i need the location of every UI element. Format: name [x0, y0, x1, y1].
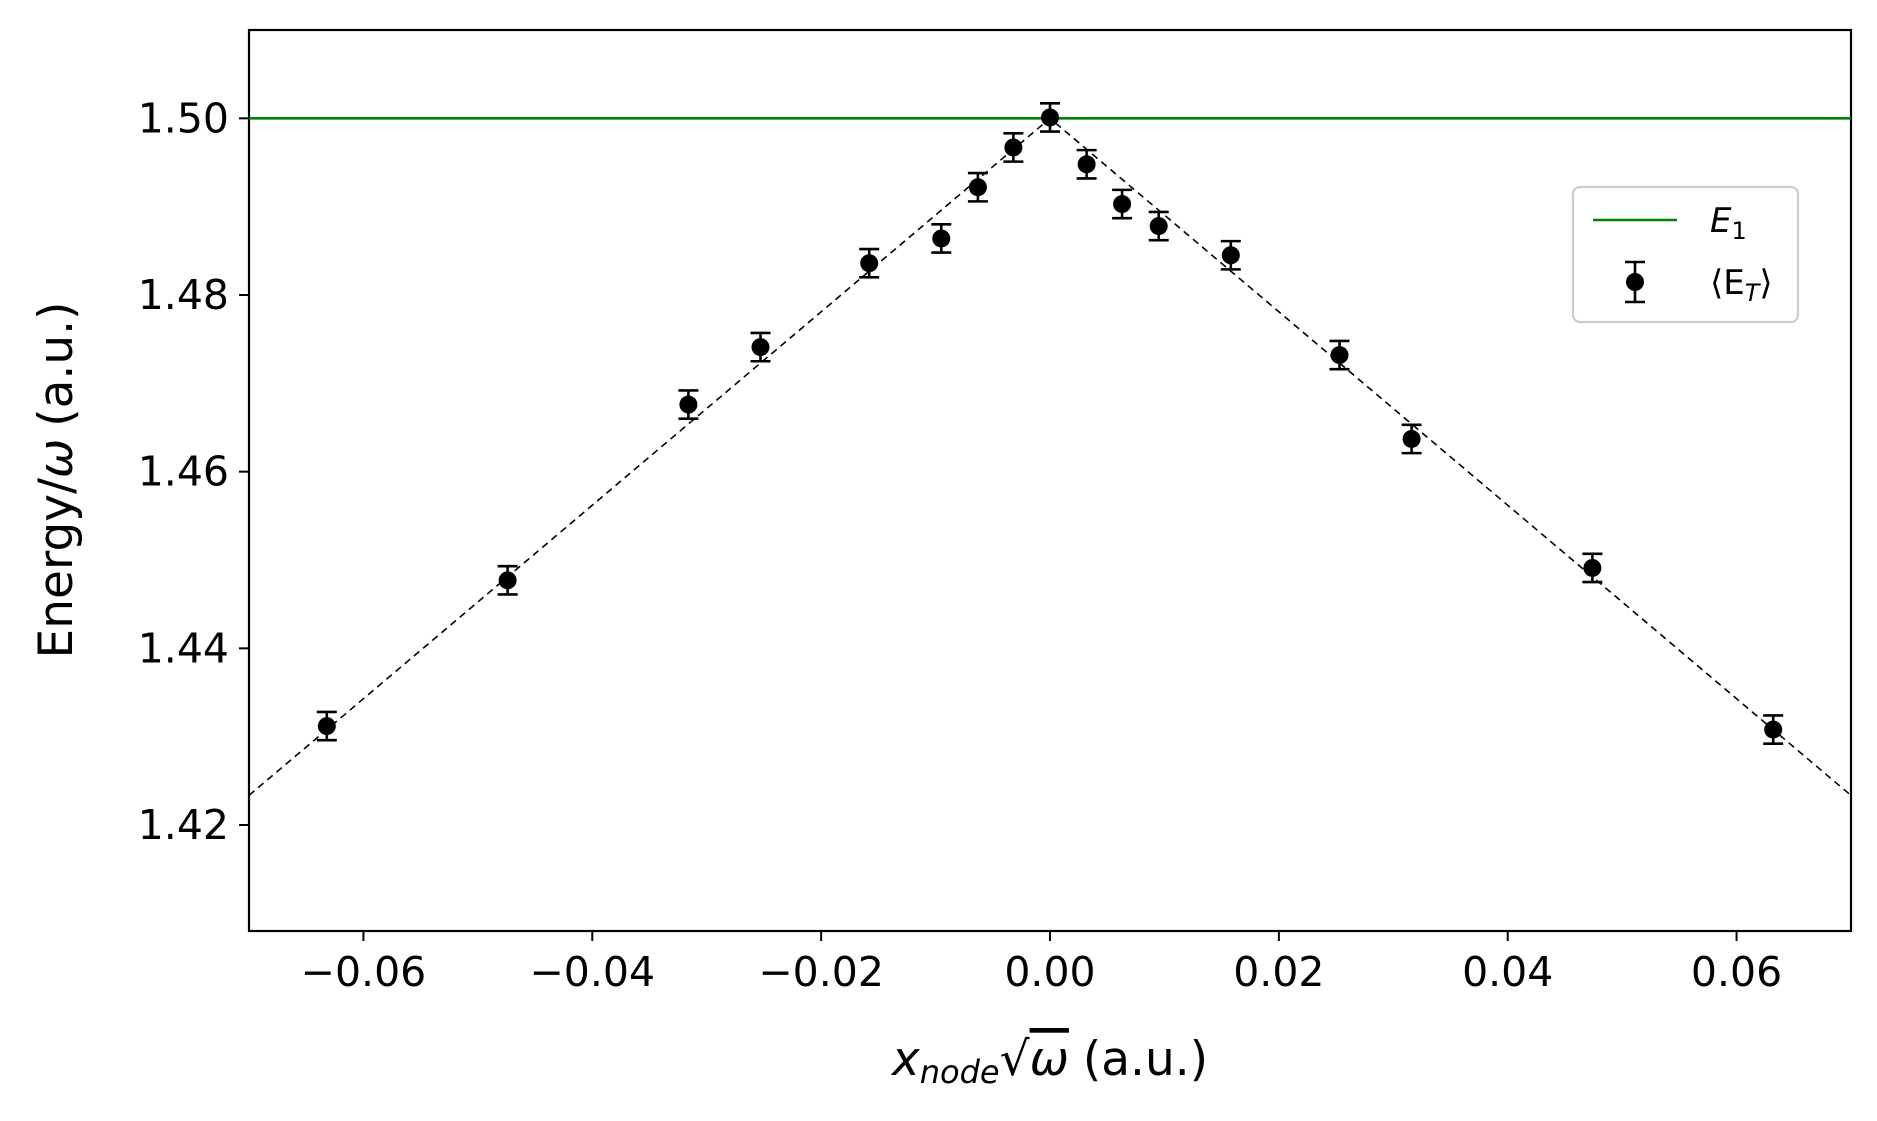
y-tick-label-1: 1.44: [138, 624, 229, 672]
data-marker-6: [968, 178, 987, 197]
y-axis-label-prefix: Energy/: [29, 478, 84, 659]
legend-label-et-close: ⟩: [1759, 263, 1772, 303]
legend: E1 ⟨ET⟩: [1571, 185, 1800, 324]
data-marker-8: [1041, 108, 1059, 127]
legend-label-et: ⟨ET⟩: [1710, 263, 1773, 307]
data-point-9: [1076, 148, 1097, 180]
data-point-15: [1582, 552, 1603, 584]
data-marker-1: [498, 571, 517, 590]
data-point-0: [316, 710, 337, 742]
data-marker-15: [1583, 558, 1602, 577]
x-tick-label-4: 0.02: [1233, 948, 1324, 996]
data-point-6: [967, 171, 988, 203]
x-axis-ticks: −0.06 −0.04 −0.02 0.00 0.02 0.04 0.06: [301, 931, 1782, 996]
data-point-4: [859, 247, 880, 279]
data-marker-11: [1149, 217, 1168, 236]
data-marker-16: [1764, 720, 1783, 739]
x-axis-label-var: x: [890, 1032, 921, 1087]
y-axis-label-units: (a.u.): [29, 302, 84, 427]
data-point-1: [497, 564, 518, 596]
y-tick-label-3: 1.48: [138, 271, 229, 319]
data-point-14: [1401, 423, 1422, 455]
x-tick-label-0: −0.06: [301, 948, 427, 996]
data-points-group: [316, 102, 1784, 746]
data-point-16: [1763, 714, 1784, 746]
data-marker-3: [751, 338, 770, 357]
y-tick-label-2: 1.46: [138, 448, 229, 496]
x-tick-label-2: −0.02: [758, 948, 884, 996]
data-point-5: [931, 223, 952, 254]
legend-label-e1: E1: [1710, 201, 1747, 245]
x-axis-label-sqrt: √: [1000, 1032, 1030, 1087]
data-marker-0: [317, 717, 336, 736]
plot-area: [247, 28, 1853, 933]
data-point-8: [1040, 102, 1060, 133]
data-marker-4: [860, 254, 879, 273]
data-point-10: [1112, 188, 1133, 220]
data-marker-14: [1402, 429, 1421, 448]
data-marker-9: [1077, 155, 1096, 174]
legend-label-e1-main: E: [1710, 201, 1732, 241]
data-marker-10: [1113, 195, 1132, 214]
x-tick-label-5: 0.04: [1462, 948, 1553, 996]
x-tick-label-1: −0.04: [529, 948, 655, 996]
data-marker-7: [1004, 138, 1023, 157]
legend-label-et-sub: T: [1745, 279, 1762, 307]
legend-label-et-open: ⟨E: [1710, 263, 1745, 303]
legend-label-e1-sub: 1: [1731, 217, 1746, 245]
data-point-3: [750, 331, 771, 363]
x-axis-label-sub: node: [920, 1053, 1000, 1091]
y-axis-label: Energy/ω (a.u.): [29, 302, 84, 659]
x-axis-label: xnode√ω (a.u.): [890, 1032, 1208, 1091]
data-point-12: [1220, 239, 1241, 271]
legend-swatch-et: [1625, 260, 1645, 304]
y-axis-ticks: 1.42 1.44 1.46 1.48 1.50: [138, 94, 249, 849]
x-axis-label-omega: ω: [1030, 1032, 1069, 1087]
data-marker-13: [1330, 346, 1349, 365]
data-point-13: [1329, 339, 1350, 371]
data-point-2: [678, 389, 699, 420]
data-marker-2: [679, 395, 698, 414]
y-axis-label-omega: ω: [29, 439, 84, 478]
x-tick-label-6: 0.06: [1691, 948, 1782, 996]
x-axis-label-units: (a.u.): [1083, 1032, 1208, 1087]
data-point-11: [1148, 210, 1169, 242]
x-tick-label-3: 0.00: [1004, 948, 1095, 996]
y-tick-label-0: 1.42: [138, 801, 229, 849]
data-marker-12: [1221, 246, 1240, 265]
data-marker-5: [932, 229, 951, 248]
y-tick-label-4: 1.50: [138, 94, 229, 142]
data-point-7: [1003, 132, 1024, 163]
